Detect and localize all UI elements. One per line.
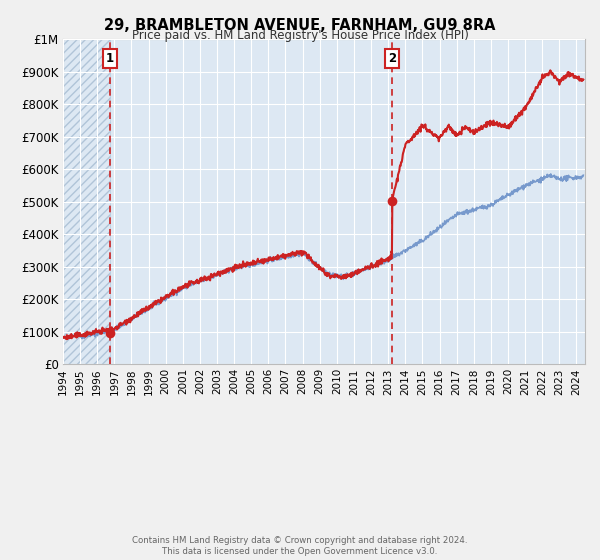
Text: 2: 2: [388, 52, 396, 65]
Text: 1: 1: [106, 52, 114, 65]
Text: 29, BRAMBLETON AVENUE, FARNHAM, GU9 8RA: 29, BRAMBLETON AVENUE, FARNHAM, GU9 8RA: [104, 18, 496, 33]
Text: Price paid vs. HM Land Registry's House Price Index (HPI): Price paid vs. HM Land Registry's House …: [131, 29, 469, 42]
Text: Contains HM Land Registry data © Crown copyright and database right 2024.
This d: Contains HM Land Registry data © Crown c…: [132, 536, 468, 556]
